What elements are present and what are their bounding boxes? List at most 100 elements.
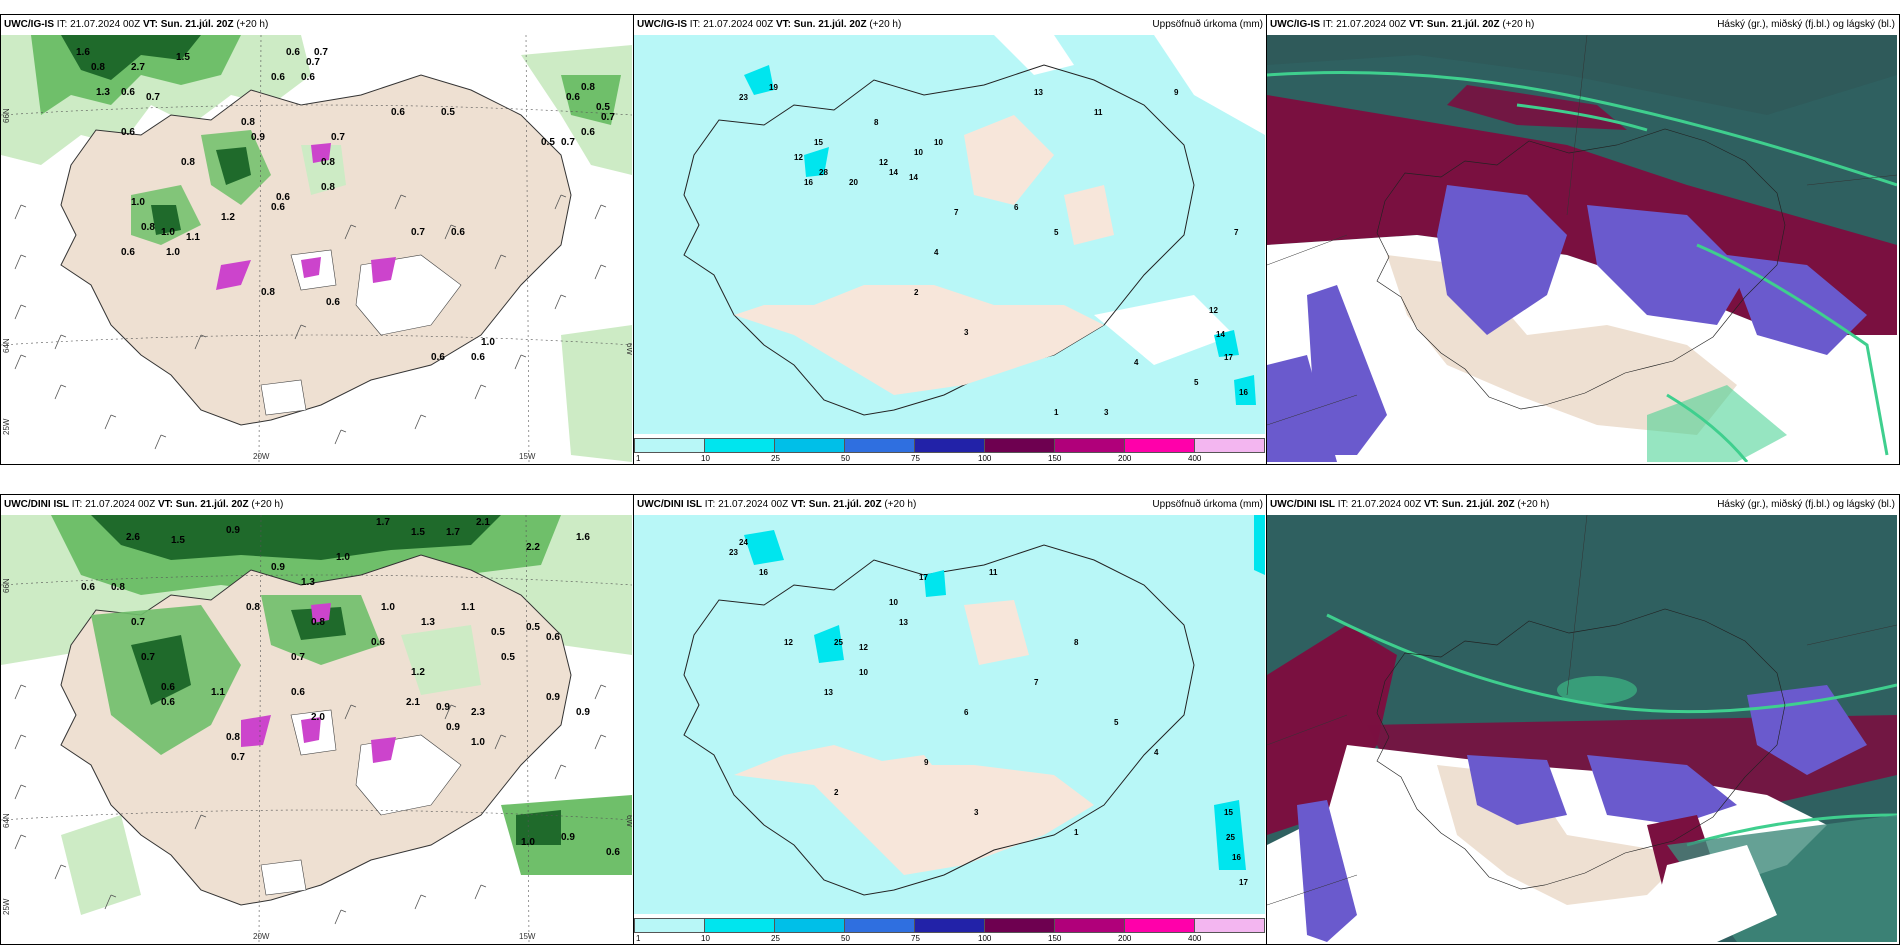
svg-text:0.9: 0.9 bbox=[271, 562, 285, 573]
svg-text:4: 4 bbox=[1154, 748, 1159, 757]
panel-title: UWC/DINI ISL IT: 21.07.2024 00Z VT: Sun.… bbox=[634, 495, 1267, 515]
colorbar-tick: 25 bbox=[771, 934, 780, 943]
svg-text:7: 7 bbox=[1034, 678, 1039, 687]
svg-text:16: 16 bbox=[759, 568, 768, 577]
svg-text:1.3: 1.3 bbox=[421, 617, 435, 628]
svg-text:0.7: 0.7 bbox=[231, 752, 245, 763]
svg-text:20: 20 bbox=[849, 178, 858, 187]
svg-text:0.9: 0.9 bbox=[446, 722, 460, 733]
panel-clouds-dini: UWC/DINI ISL IT: 21.07.2024 00Z VT: Sun.… bbox=[1266, 494, 1900, 945]
svg-text:0.6: 0.6 bbox=[276, 192, 290, 203]
svg-text:5: 5 bbox=[1054, 228, 1059, 237]
svg-text:2.2: 2.2 bbox=[526, 542, 540, 553]
svg-text:0.8: 0.8 bbox=[91, 62, 105, 73]
svg-text:0.6: 0.6 bbox=[271, 72, 285, 83]
svg-text:3: 3 bbox=[964, 328, 969, 337]
svg-text:1.0: 1.0 bbox=[381, 602, 395, 613]
svg-text:0.6: 0.6 bbox=[301, 72, 315, 83]
svg-text:10: 10 bbox=[934, 138, 943, 147]
svg-text:2.7: 2.7 bbox=[131, 62, 145, 73]
svg-text:7: 7 bbox=[1234, 228, 1239, 237]
svg-text:0.6: 0.6 bbox=[291, 687, 305, 698]
svg-text:0.9: 0.9 bbox=[546, 692, 560, 703]
init-time: IT: 21.07.2024 00Z bbox=[689, 19, 774, 30]
svg-text:0.7: 0.7 bbox=[131, 617, 145, 628]
svg-text:0.6: 0.6 bbox=[81, 582, 95, 593]
colorbar-swatch-7 bbox=[1054, 438, 1125, 453]
axis-lon-20w: 20W bbox=[253, 452, 270, 461]
svg-text:0.8: 0.8 bbox=[241, 117, 255, 128]
svg-text:0.6: 0.6 bbox=[431, 352, 445, 363]
field-title: Háský (gr.), miðský (fj.bl.) og lágský (… bbox=[1717, 499, 1895, 510]
svg-text:0.8: 0.8 bbox=[311, 617, 325, 628]
svg-text:1.1: 1.1 bbox=[186, 232, 200, 243]
svg-text:0.8: 0.8 bbox=[226, 732, 240, 743]
map-accum-precip: 19 23 12 15 20 28 14 12 10 14 16 8 7 6 5… bbox=[634, 35, 1267, 436]
axis-lon-20w: 20W bbox=[253, 932, 270, 941]
panel-title: UWC/IG-IS IT: 21.07.2024 00Z VT: Sun. 21… bbox=[1267, 15, 1899, 35]
svg-text:1.0: 1.0 bbox=[471, 737, 485, 748]
colorbar-tick: 150 bbox=[1048, 454, 1062, 463]
model-name: UWC/DINI ISL bbox=[4, 499, 69, 510]
colorbar-tick: 100 bbox=[978, 934, 992, 943]
svg-text:14: 14 bbox=[909, 173, 918, 182]
valid-time-label: VT: bbox=[790, 499, 806, 510]
lead-time: (+20 h) bbox=[236, 19, 269, 30]
model-name: UWC/IG-IS bbox=[4, 19, 54, 30]
svg-text:12: 12 bbox=[794, 153, 803, 162]
colorbar-swatch-8 bbox=[1124, 438, 1195, 453]
colorbar-tick: 25 bbox=[771, 454, 780, 463]
valid-time-label: VT: bbox=[1423, 499, 1439, 510]
svg-text:2.6: 2.6 bbox=[126, 532, 140, 543]
valid-time-label: VT: bbox=[775, 19, 791, 30]
colorbar-swatch-4 bbox=[844, 438, 915, 453]
svg-text:0.7: 0.7 bbox=[291, 652, 305, 663]
svg-text:0.6: 0.6 bbox=[121, 127, 135, 138]
colorbar-swatch-9 bbox=[1194, 438, 1265, 453]
valid-time: Sun. 21.júl. 20Z bbox=[175, 499, 249, 510]
svg-text:1.1: 1.1 bbox=[461, 602, 475, 613]
svg-text:1.3: 1.3 bbox=[301, 577, 315, 588]
svg-text:8: 8 bbox=[1074, 638, 1079, 647]
axis-lon-25w: 25W bbox=[2, 418, 11, 435]
svg-text:15: 15 bbox=[1224, 808, 1233, 817]
field-title: Uppsöfnuð úrkoma (mm) bbox=[1152, 499, 1263, 510]
axis-lon-15w: 15W bbox=[519, 932, 536, 941]
colorbar-tick: 10 bbox=[701, 454, 710, 463]
svg-text:0.7: 0.7 bbox=[561, 137, 575, 148]
model-name: UWC/IG-IS bbox=[1270, 19, 1320, 30]
panel-accum-precip-dini: UWC/DINI ISL IT: 21.07.2024 00Z VT: Sun.… bbox=[633, 494, 1268, 945]
map-clouds bbox=[1267, 35, 1899, 464]
map-accum-precip: 24 23 16 12 25 17 10 13 12 11 8 7 6 5 4 … bbox=[634, 515, 1267, 916]
lead-time: (+20 h) bbox=[1517, 499, 1550, 510]
field-title: Uppsöfnuð úrkoma (mm) bbox=[1152, 19, 1263, 30]
svg-text:0.6: 0.6 bbox=[566, 92, 580, 103]
valid-time: Sun. 21.júl. 20Z bbox=[793, 19, 867, 30]
svg-text:0.5: 0.5 bbox=[501, 652, 515, 663]
axis-lon-15w: 15W bbox=[519, 452, 536, 461]
colorbar-swatch-4 bbox=[844, 918, 915, 933]
svg-text:0.7: 0.7 bbox=[601, 112, 615, 123]
map-clouds bbox=[1267, 515, 1899, 944]
svg-text:23: 23 bbox=[739, 93, 748, 102]
svg-text:1.0: 1.0 bbox=[481, 337, 495, 348]
colorbar-swatch-1 bbox=[634, 438, 705, 453]
colorbar-tick: 75 bbox=[911, 934, 920, 943]
svg-text:2.0: 2.0 bbox=[311, 712, 325, 723]
svg-text:6: 6 bbox=[1014, 203, 1019, 212]
svg-text:0.8: 0.8 bbox=[111, 582, 125, 593]
colorbar-tick: 400 bbox=[1188, 454, 1202, 463]
svg-text:1.0: 1.0 bbox=[166, 247, 180, 258]
svg-text:2.3: 2.3 bbox=[471, 707, 485, 718]
colorbar-swatch-3 bbox=[774, 438, 845, 453]
svg-text:12: 12 bbox=[859, 643, 868, 652]
valid-time-label: VT: bbox=[1408, 19, 1424, 30]
svg-text:0.5: 0.5 bbox=[596, 102, 610, 113]
axis-lon-6w: 6W bbox=[625, 343, 632, 355]
svg-text:3: 3 bbox=[1104, 408, 1109, 417]
svg-text:14: 14 bbox=[889, 168, 898, 177]
colorbar-tick: 50 bbox=[841, 454, 850, 463]
svg-text:2.1: 2.1 bbox=[476, 517, 490, 528]
init-time: IT: 21.07.2024 00Z bbox=[1322, 19, 1407, 30]
colorbar-swatch-2 bbox=[704, 438, 775, 453]
